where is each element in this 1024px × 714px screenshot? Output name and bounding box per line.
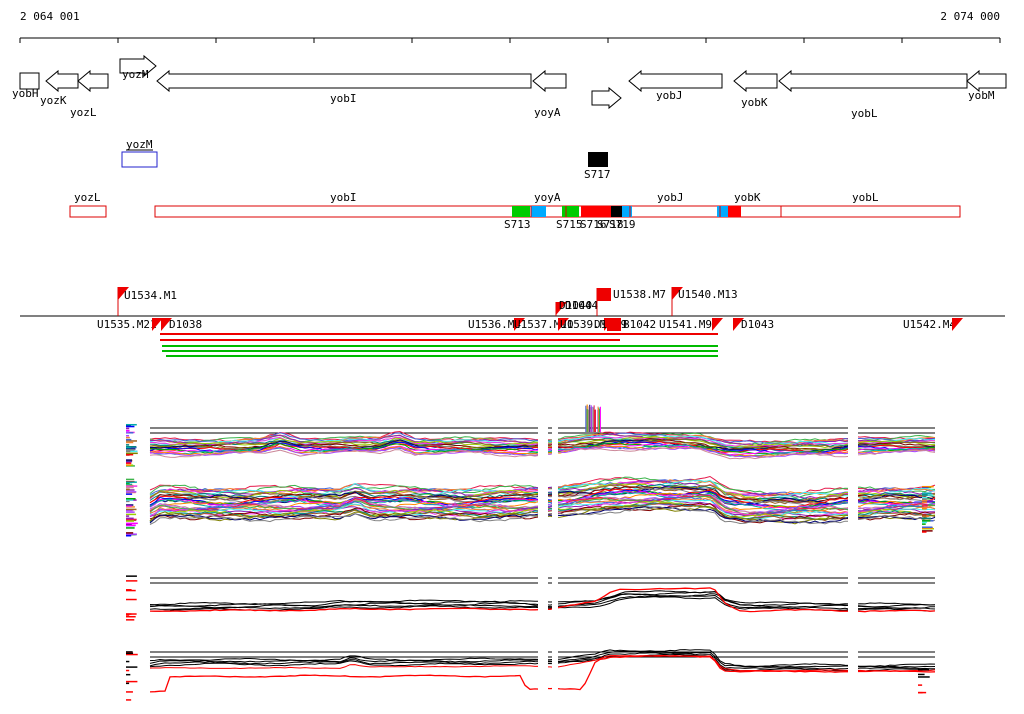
marker-label-U1538.M7: U1538.M7 (613, 288, 666, 301)
segment-gene-label: yobL (852, 191, 879, 204)
data-gap (552, 402, 558, 704)
gene-arrow-yobK[interactable] (733, 69, 778, 93)
gene-arrow-yozM[interactable] (119, 54, 157, 78)
gene-label-yozK: yozK (40, 94, 67, 107)
feature-box-S717[interactable] (588, 152, 608, 167)
gene-arrow-yobI[interactable] (156, 69, 532, 93)
ruler-end-coordinate: 2 074 000 (940, 10, 1000, 23)
gene-arrow-yobM[interactable] (966, 69, 1007, 93)
marker-label-U1534.M1: U1534.M1 (124, 289, 177, 302)
segment-gene-label: yobJ (657, 191, 684, 204)
segment-gene-label: yobK (734, 191, 761, 204)
segment-block-6[interactable] (717, 206, 728, 217)
gene-arrow-yobL[interactable] (778, 69, 968, 93)
ruler-start-coordinate: 2 064 001 (20, 10, 80, 23)
segment-bar[interactable] (154, 205, 961, 218)
segment-yozL[interactable] (69, 205, 107, 218)
feature-label-yozM: yozM (126, 138, 153, 151)
marker-label-D1043: D1043 (741, 318, 774, 331)
gene-label-yozL: yozL (70, 106, 97, 119)
gene-label-yozM: yozM (122, 68, 149, 81)
feature-box-yozM[interactable] (121, 151, 158, 168)
segment-block-5[interactable] (622, 206, 632, 217)
segment-block-1[interactable] (531, 206, 546, 217)
marker-flag-U1541.M9[interactable] (712, 318, 723, 331)
gene-label-yobJ: yobJ (656, 89, 683, 102)
marker-label-D1038: D1038 (169, 318, 202, 331)
segment-label-yozL: yozL (74, 191, 101, 204)
segment-block-0[interactable] (512, 206, 530, 217)
segment-block-label: S719 (609, 218, 636, 231)
marker-flag-U1538.M7[interactable] (597, 288, 611, 301)
marker-label-U1535.M21: U1535.M21 (97, 318, 157, 331)
data-gap (538, 402, 548, 704)
gene-arrow-yoyA[interactable] (532, 69, 567, 93)
segment-gene-label: yoyA (534, 191, 561, 204)
marker-label-B1042: B1042 (623, 318, 656, 331)
marker-flag-U1535.M21[interactable] (152, 318, 163, 331)
marker-flag-U1537.M10[interactable] (558, 318, 569, 331)
gene-label-yobM: yobM (968, 89, 995, 102)
segment-block-3[interactable] (581, 206, 611, 217)
segment-block-label: S718 (597, 218, 624, 231)
segment-block-2[interactable] (562, 206, 579, 217)
gene-label-yobK: yobK (741, 96, 768, 109)
gene-label-yobI: yobI (330, 92, 357, 105)
marker-flag-U1540.M13[interactable] (672, 287, 683, 300)
gene-label-yobL: yobL (851, 107, 878, 120)
marker-flag-D1038[interactable] (161, 318, 172, 331)
marker-flag-D1043[interactable] (733, 318, 744, 331)
marker-flag-U1534.M1[interactable] (118, 287, 129, 300)
marker-flag-U1536.M4[interactable] (514, 318, 525, 331)
gene-arrow-yozK[interactable] (45, 69, 79, 93)
gene-arrow-yobJ[interactable] (628, 69, 723, 93)
segment-gene-label: yobI (330, 191, 357, 204)
marker-label-D1044: D1044 (565, 299, 598, 312)
segment-block-7[interactable] (728, 206, 741, 217)
data-gap (848, 402, 858, 704)
marker-label-U1536.M4: U1536.M4 (468, 318, 521, 331)
marker-flag-D1040[interactable] (556, 302, 567, 315)
marker-label-U1541.M9: U1541.M9 (659, 318, 712, 331)
gene-label-yoyA: yoyA (534, 106, 561, 119)
segment-block-label: S713 (504, 218, 531, 231)
segment-block-label: S715 (556, 218, 583, 231)
marker-label-U1540.M13: U1540.M13 (678, 288, 738, 301)
feature-label-S717: S717 (584, 168, 611, 181)
marker-label-D1040: D1040 (559, 299, 592, 312)
segment-block-label: S716 (580, 218, 607, 231)
gene-arrow-unnamed[interactable] (591, 86, 622, 110)
gene-arrow-yozL[interactable] (77, 69, 109, 93)
gene-arrow-yobH[interactable] (19, 72, 40, 90)
segment-block-4[interactable] (611, 206, 622, 217)
marker-label-U1539.M3: U1539.M3 (560, 318, 613, 331)
marker-flag-B1042[interactable] (607, 318, 621, 331)
marker-label-U1542.M4: U1542.M4 (903, 318, 956, 331)
marker-flag-U1542.M4[interactable] (952, 318, 963, 331)
gene-label-yobH: yobH (12, 87, 39, 100)
